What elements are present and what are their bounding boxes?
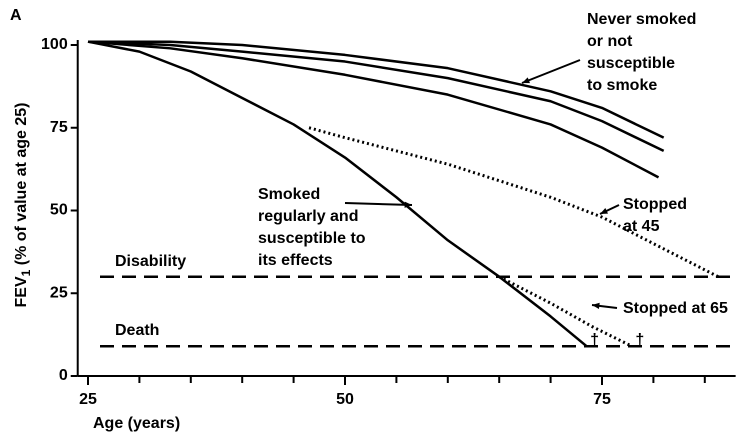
arrow-head: [522, 77, 530, 84]
annotation-text: its effects: [258, 252, 333, 269]
annotation-text: regularly and: [258, 208, 358, 225]
reference-label: Death: [115, 322, 159, 339]
series-line: [87, 40, 665, 153]
arrow-head: [600, 208, 608, 214]
series-line: [308, 126, 719, 279]
annotation-text: to smoke: [587, 77, 657, 94]
y-label-rest: (% of value at age 25): [13, 103, 30, 270]
y-tick-label: 50: [50, 202, 68, 219]
annotation-text: Smoked: [258, 186, 320, 203]
series-line: [88, 40, 665, 139]
series-line: [498, 275, 633, 348]
annotation-arrow: [521, 59, 581, 84]
y-tick-label: 75: [50, 119, 68, 136]
death-marker: †: [635, 331, 644, 348]
reference-label: Disability: [115, 253, 186, 270]
arrow-head: [592, 302, 600, 309]
annotation-text: at 45: [623, 218, 660, 235]
y-label-sub: 1: [19, 269, 33, 276]
death-marker: †: [590, 331, 599, 348]
y-axis-label: FEV1 (% of value at age 25): [13, 103, 33, 308]
x-tick-label: 75: [593, 391, 611, 408]
annotation-text: susceptible: [587, 55, 675, 72]
arrow-head: [404, 201, 412, 208]
annotation-text: susceptible to: [258, 230, 366, 247]
annotation-arrow: [344, 202, 413, 206]
x-tick-label: 50: [336, 391, 354, 408]
series-line: [87, 40, 660, 179]
y-tick-label: 25: [50, 284, 68, 301]
x-axis-label: Age (years): [93, 415, 180, 432]
annotation-text: Stopped: [623, 196, 687, 213]
y-tick-label: 100: [41, 36, 68, 53]
annotation-text: or not: [587, 33, 633, 50]
annotation-text: Never smoked: [587, 11, 696, 28]
y-tick-label: 0: [59, 367, 68, 384]
panel-label: A: [10, 7, 22, 24]
annotation-text: Stopped at 65: [623, 300, 728, 317]
x-tick-label: 25: [79, 391, 97, 408]
y-label-main: FEV: [13, 276, 30, 307]
series-line: [87, 40, 588, 348]
